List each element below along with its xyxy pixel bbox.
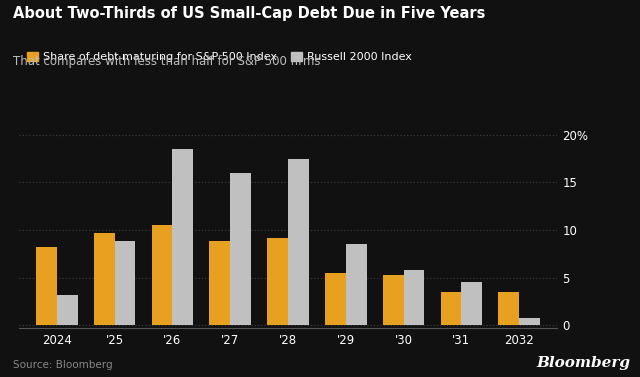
Bar bbox=[36, 247, 57, 325]
Bar bbox=[94, 233, 115, 325]
Bar bbox=[230, 173, 251, 325]
Bar bbox=[57, 295, 77, 325]
Bar bbox=[115, 241, 136, 325]
Text: That compares with less than half for S&P 500 firms: That compares with less than half for S&… bbox=[13, 55, 320, 67]
Bar bbox=[209, 241, 230, 325]
Bar bbox=[404, 270, 424, 325]
Bar bbox=[440, 292, 461, 325]
Bar bbox=[383, 275, 404, 325]
Bar bbox=[325, 273, 346, 325]
Bar bbox=[519, 317, 540, 325]
Text: Source: Bloomberg: Source: Bloomberg bbox=[13, 360, 113, 370]
Bar bbox=[499, 292, 519, 325]
Bar bbox=[267, 238, 288, 325]
Legend: Share of debt maturing for S&P 500 Index, Russell 2000 Index: Share of debt maturing for S&P 500 Index… bbox=[22, 48, 417, 67]
Bar bbox=[152, 225, 172, 325]
Bar bbox=[172, 149, 193, 325]
Bar bbox=[288, 159, 309, 325]
Text: Bloomberg: Bloomberg bbox=[536, 356, 630, 370]
Bar bbox=[346, 244, 367, 325]
Bar bbox=[461, 282, 482, 325]
Text: About Two-Thirds of US Small-Cap Debt Due in Five Years: About Two-Thirds of US Small-Cap Debt Du… bbox=[13, 6, 485, 21]
